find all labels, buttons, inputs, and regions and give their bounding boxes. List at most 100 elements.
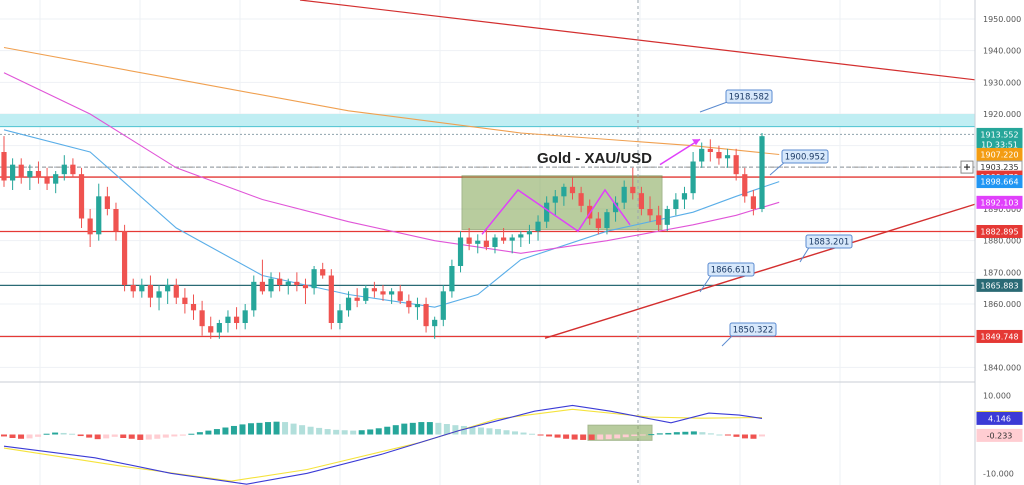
macd-histogram-bar	[546, 434, 553, 437]
macd-histogram-bar	[162, 434, 169, 438]
macd-histogram-bar	[299, 425, 306, 435]
zigzag-pattern	[481, 188, 631, 235]
candle-body	[733, 155, 739, 175]
candle-body	[27, 171, 33, 178]
candle-body	[647, 209, 653, 216]
macd-histogram-bar	[94, 434, 101, 440]
callout-label: 1866.611	[711, 266, 752, 276]
macd-histogram-bar	[179, 434, 186, 436]
macd-histogram-bar	[213, 429, 220, 435]
candle-body	[78, 174, 85, 219]
callout-label: 1900.952	[785, 153, 826, 163]
candle-body	[638, 193, 645, 209]
price-axis-tag-bg	[976, 278, 1023, 292]
candle-body	[87, 218, 93, 235]
candle-body	[569, 186, 576, 194]
macd-histogram-bar	[77, 434, 84, 437]
price-axis-background	[975, 0, 1024, 485]
candle-body	[302, 285, 309, 289]
candle-body	[242, 310, 248, 323]
candle-body	[750, 196, 756, 209]
candle-body	[96, 196, 102, 235]
macd-histogram-bar	[588, 434, 595, 440]
candle-body	[475, 240, 481, 244]
price-axis-tag-bg	[976, 195, 1023, 209]
candle-body	[61, 164, 67, 175]
candle-body	[130, 285, 136, 292]
macd-tick-label: 10.000	[983, 392, 1011, 401]
candle-body	[449, 266, 455, 292]
candle-body	[406, 300, 412, 308]
ascending-trendline	[544, 203, 976, 339]
macd-signal-line	[3, 408, 763, 482]
candle-body	[578, 193, 584, 206]
macd-histogram-bar	[469, 426, 476, 435]
candle-body	[389, 291, 395, 295]
candle-body	[397, 291, 403, 301]
macd-histogram-bar	[512, 431, 519, 435]
macd-histogram-bar	[580, 434, 587, 440]
macd-histogram-bar	[477, 427, 484, 435]
price-tick-label: 1840.000	[983, 363, 1021, 372]
callout-label: 1850.322	[733, 326, 774, 336]
macd-histogram-bar	[597, 434, 604, 440]
macd-histogram-bar	[290, 423, 297, 435]
macd-histogram-bar	[222, 427, 229, 435]
candle-body	[251, 281, 257, 311]
macd-histogram-bar	[52, 432, 59, 435]
candle-body	[259, 281, 266, 292]
candle-body	[182, 297, 188, 304]
candle-body	[18, 164, 24, 178]
macd-histogram-bar	[682, 431, 689, 435]
candle-body	[277, 278, 283, 285]
candle-body	[156, 291, 162, 298]
macd-histogram-bar	[171, 434, 178, 437]
moving-average-line	[3, 72, 780, 254]
candle-body	[414, 304, 421, 308]
macd-histogram-bar	[494, 429, 501, 435]
macd-histogram-bar	[256, 422, 263, 435]
macd-histogram-bar	[520, 432, 527, 435]
candle-body	[595, 218, 601, 228]
macd-histogram-bar	[690, 431, 697, 435]
candle-body	[690, 161, 696, 194]
candle-body	[337, 310, 343, 323]
candle-body	[656, 215, 662, 225]
macd-histogram-bar	[18, 434, 25, 439]
descending-trendline	[299, 0, 976, 81]
macd-histogram-bar	[673, 432, 680, 435]
macd-histogram-bar	[537, 434, 544, 436]
candle-body	[233, 316, 240, 323]
macd-histogram-bar	[69, 433, 76, 435]
callout-label: 1918.582	[729, 93, 770, 103]
price-tick-label: 1930.000	[983, 78, 1021, 87]
macd-histogram-bar	[614, 434, 621, 439]
resistance-zone	[0, 114, 975, 127]
macd-histogram-bar	[375, 428, 382, 435]
macd-histogram-bar	[35, 434, 42, 437]
candle-body	[10, 164, 16, 181]
candle-body	[759, 136, 765, 209]
macd-histogram-bar	[9, 434, 16, 438]
macd-histogram-bar	[265, 422, 272, 435]
price-axis-tag: 1865.883	[980, 281, 1018, 290]
candle-body	[681, 193, 688, 200]
macd-histogram-bar	[554, 434, 561, 438]
price-tick-label: 1890.000	[983, 205, 1021, 214]
macd-histogram-bar	[443, 424, 450, 435]
price-axis-tag: 1903.235	[980, 163, 1018, 172]
candle-body	[432, 319, 438, 327]
macd-histogram-bar	[750, 434, 757, 439]
macd-histogram-bar	[605, 434, 612, 440]
candle-body	[724, 155, 731, 159]
candle-body	[147, 285, 154, 298]
macd-histogram-bar	[707, 433, 714, 435]
price-axis-tag: 1898.664	[980, 178, 1018, 187]
price-tick-label: 1950.000	[983, 15, 1021, 24]
moving-average-line	[3, 46, 780, 156]
price-axis-tag: 1892.103	[980, 198, 1018, 207]
callout-box	[805, 234, 853, 249]
macd-histogram-bar	[145, 434, 152, 440]
price-axis-tag: 1849.748	[980, 332, 1018, 341]
candle-body	[268, 278, 274, 292]
